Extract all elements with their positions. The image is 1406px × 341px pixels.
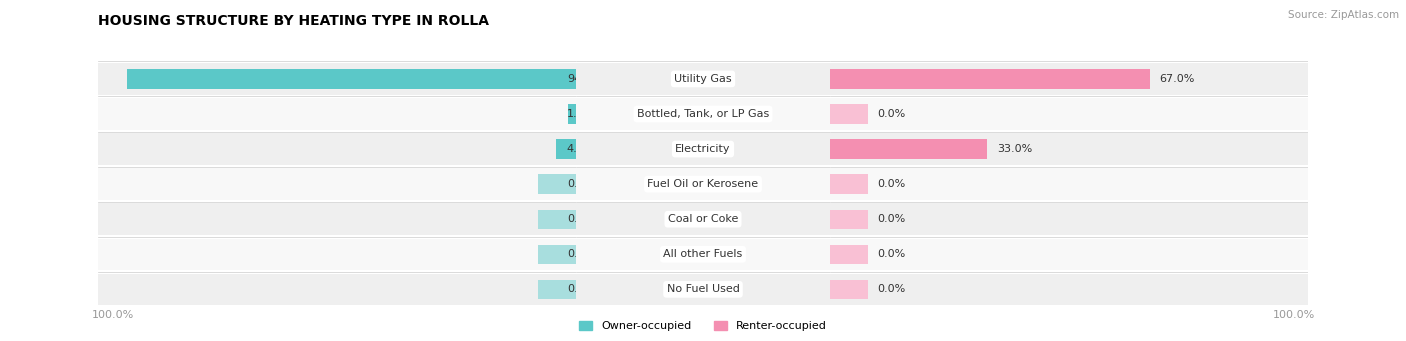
Bar: [98, 98, 576, 130]
Bar: [538, 244, 576, 264]
Bar: [830, 280, 868, 299]
Text: 94.0%: 94.0%: [567, 74, 602, 84]
Text: Bottled, Tank, or LP Gas: Bottled, Tank, or LP Gas: [637, 109, 769, 119]
Bar: [830, 175, 868, 194]
Text: 0.0%: 0.0%: [567, 249, 595, 259]
Bar: [98, 273, 576, 305]
Bar: [98, 133, 576, 165]
Text: Electricity: Electricity: [675, 144, 731, 154]
Text: HOUSING STRUCTURE BY HEATING TYPE IN ROLLA: HOUSING STRUCTURE BY HEATING TYPE IN ROL…: [98, 14, 489, 28]
Bar: [830, 63, 1308, 95]
Bar: [576, 204, 830, 235]
Text: 4.2%: 4.2%: [567, 144, 595, 154]
Bar: [98, 238, 576, 270]
Text: 0.0%: 0.0%: [877, 249, 905, 259]
Bar: [576, 273, 830, 305]
Text: 67.0%: 67.0%: [1160, 74, 1195, 84]
Text: Fuel Oil or Kerosene: Fuel Oil or Kerosene: [647, 179, 759, 189]
Text: All other Fuels: All other Fuels: [664, 249, 742, 259]
Text: 0.0%: 0.0%: [567, 179, 595, 189]
Text: No Fuel Used: No Fuel Used: [666, 284, 740, 294]
Bar: [98, 63, 576, 95]
Text: 0.0%: 0.0%: [877, 214, 905, 224]
Bar: [830, 244, 868, 264]
Bar: [538, 280, 576, 299]
Bar: [830, 273, 1308, 305]
Text: 0.0%: 0.0%: [567, 214, 595, 224]
Bar: [576, 98, 830, 130]
Bar: [830, 204, 1308, 235]
Bar: [557, 139, 576, 159]
Bar: [830, 210, 868, 229]
Text: 0.0%: 0.0%: [877, 109, 905, 119]
Bar: [98, 204, 576, 235]
Bar: [830, 98, 1308, 130]
Bar: [830, 168, 1308, 200]
Bar: [568, 104, 576, 124]
Text: 0.0%: 0.0%: [567, 284, 595, 294]
Text: 0.0%: 0.0%: [877, 179, 905, 189]
Bar: [830, 69, 1150, 89]
Bar: [576, 238, 830, 270]
Bar: [538, 175, 576, 194]
Bar: [830, 238, 1308, 270]
Bar: [98, 168, 576, 200]
Legend: Owner-occupied, Renter-occupied: Owner-occupied, Renter-occupied: [575, 316, 831, 336]
Text: 100.0%: 100.0%: [1272, 310, 1315, 320]
Text: Utility Gas: Utility Gas: [675, 74, 731, 84]
Text: 100.0%: 100.0%: [91, 310, 134, 320]
Bar: [830, 133, 1308, 165]
Text: 33.0%: 33.0%: [997, 144, 1032, 154]
Text: Coal or Coke: Coal or Coke: [668, 214, 738, 224]
Text: 1.8%: 1.8%: [567, 109, 595, 119]
Bar: [830, 104, 868, 124]
Bar: [576, 168, 830, 200]
Bar: [538, 210, 576, 229]
Bar: [576, 133, 830, 165]
Text: Source: ZipAtlas.com: Source: ZipAtlas.com: [1288, 10, 1399, 20]
Bar: [830, 139, 987, 159]
Text: 0.0%: 0.0%: [877, 284, 905, 294]
Bar: [576, 63, 830, 95]
Bar: [127, 69, 576, 89]
